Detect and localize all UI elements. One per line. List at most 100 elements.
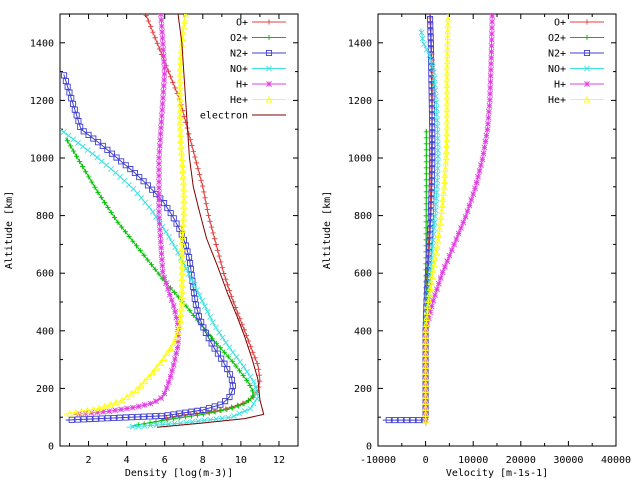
series-point — [216, 253, 222, 259]
series-point — [170, 362, 177, 368]
series-point — [415, 417, 422, 424]
series-point — [431, 225, 437, 232]
series-point — [221, 349, 227, 355]
series-point — [489, 24, 495, 31]
series-point — [181, 16, 189, 24]
series-point — [152, 398, 159, 405]
series-point — [426, 290, 433, 298]
series-point — [429, 142, 436, 149]
series-line — [63, 74, 234, 421]
series-point — [443, 141, 450, 149]
legend-marker — [584, 81, 590, 87]
series-point — [146, 413, 153, 420]
series-point — [179, 226, 187, 234]
series-point — [156, 172, 162, 179]
series-point — [423, 201, 429, 207]
series-point — [187, 308, 193, 314]
series-point — [423, 314, 431, 321]
series-point — [175, 338, 181, 345]
series-point — [178, 274, 186, 282]
series-point — [488, 54, 495, 61]
series-point — [443, 135, 451, 143]
series-point — [158, 118, 165, 125]
series-point — [176, 124, 184, 132]
series-point — [483, 132, 490, 139]
series-point — [178, 262, 186, 270]
series-point — [176, 82, 184, 90]
series-point — [104, 146, 111, 153]
series-electron — [157, 14, 265, 428]
series-point — [177, 58, 184, 66]
series-point — [444, 21, 452, 29]
series-point — [391, 417, 398, 424]
series-point — [422, 404, 429, 411]
series-point — [78, 407, 85, 415]
series-point — [468, 196, 475, 203]
series-point — [190, 148, 197, 154]
series-point — [186, 260, 194, 267]
series-point — [74, 416, 81, 423]
series-point — [163, 228, 169, 235]
series-point — [156, 148, 163, 155]
series-point — [90, 135, 97, 142]
series-point — [487, 66, 494, 73]
series-point — [385, 417, 392, 424]
series-point — [479, 156, 486, 163]
series-point — [141, 423, 148, 429]
series-point — [488, 30, 495, 37]
series-point — [92, 184, 98, 190]
series-point — [460, 219, 467, 226]
series-point — [217, 345, 223, 351]
series-point — [192, 301, 199, 308]
series-point — [201, 189, 207, 195]
series-point — [422, 332, 429, 339]
series-point — [423, 231, 429, 237]
series-point — [161, 274, 168, 281]
series-point — [157, 136, 164, 143]
series-point — [208, 224, 215, 230]
series-point — [158, 112, 165, 119]
series-point — [182, 14, 189, 18]
series-point — [423, 147, 429, 153]
y-tick-label: 0 — [48, 442, 54, 453]
series-point — [187, 266, 194, 273]
series-point — [131, 169, 138, 177]
series-point — [157, 130, 164, 137]
series-point — [157, 238, 164, 245]
series-point — [80, 416, 87, 423]
series-point — [252, 355, 258, 361]
y-tick-label: 1000 — [348, 154, 372, 165]
series-point — [108, 150, 116, 157]
series-point — [427, 40, 434, 47]
series-point — [176, 100, 184, 108]
series-point — [202, 195, 208, 201]
series-point — [217, 401, 224, 408]
series-point — [212, 324, 219, 331]
series-point — [137, 247, 143, 254]
series-point — [428, 303, 435, 310]
series-point — [218, 408, 224, 414]
legend-density: O+ O2+ N2+ NO+ H+ He+ electron — [200, 18, 286, 122]
series-point — [444, 15, 452, 23]
series-point — [173, 314, 180, 321]
series-point — [422, 374, 429, 381]
series-point — [73, 112, 80, 119]
series-point — [444, 33, 451, 41]
series-point — [177, 316, 184, 324]
legend-label: NO+ — [548, 64, 566, 75]
series-point — [429, 266, 437, 274]
series-point — [250, 349, 256, 355]
legend-label: electron — [200, 111, 248, 122]
series-point — [204, 207, 210, 213]
series-point — [112, 398, 120, 406]
series-point — [135, 423, 142, 430]
series-point — [170, 411, 177, 418]
legend-label: H+ — [236, 80, 248, 91]
series-point — [170, 303, 177, 309]
series-point — [433, 243, 441, 250]
series-point — [428, 201, 435, 209]
series-point — [250, 393, 256, 399]
series-point — [484, 126, 491, 133]
series-point — [178, 286, 186, 294]
x-tick-label: 8 — [200, 455, 206, 466]
